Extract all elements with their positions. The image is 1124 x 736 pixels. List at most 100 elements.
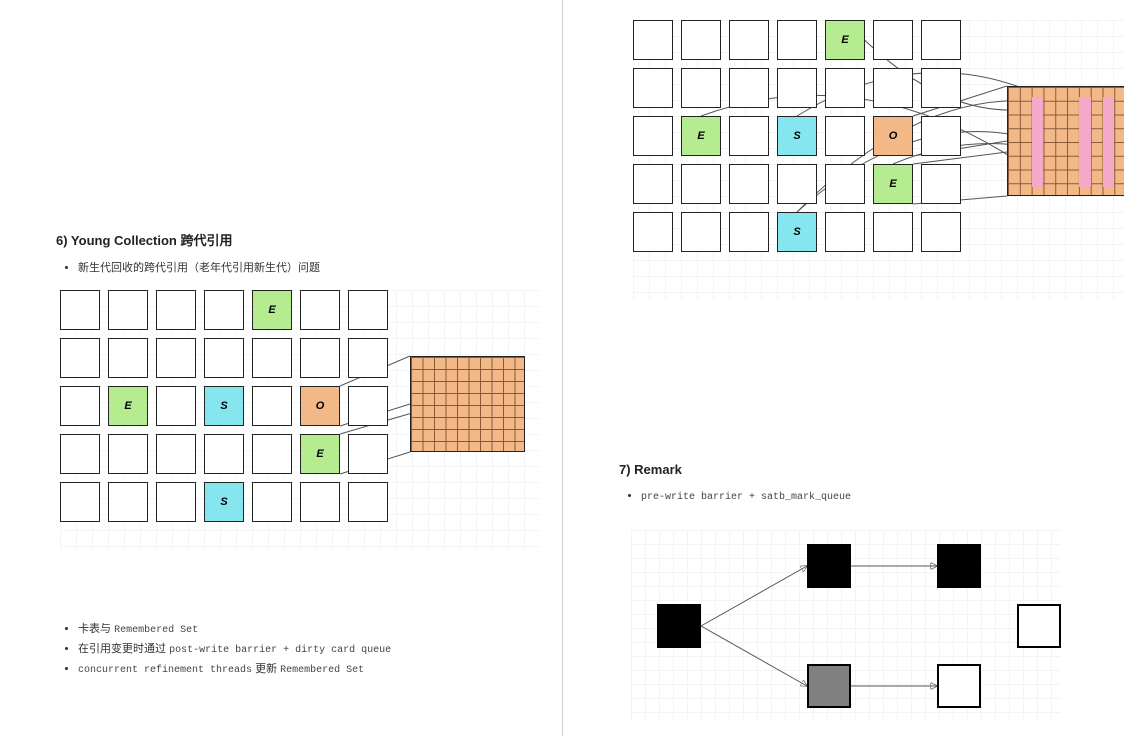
- heap-region-O: O: [873, 116, 913, 156]
- bullet-1-code: Remembered Set: [114, 625, 198, 636]
- heap-region: [873, 212, 913, 252]
- bullet-3-code1: concurrent refinement threads: [78, 665, 252, 676]
- object-graph: [631, 530, 1061, 720]
- heap-region: [300, 482, 340, 522]
- section-7-list: pre-write barrier + satb_mark_queue: [619, 487, 1099, 507]
- heap-region: [777, 68, 817, 108]
- heap-region: [681, 212, 721, 252]
- heap-region: [348, 338, 388, 378]
- bullet-1-pre: 卡表与: [78, 623, 114, 635]
- bullet-3: concurrent refinement threads 更新 Remembe…: [78, 660, 526, 680]
- heap-region-E: E: [825, 20, 865, 60]
- heap-region: [300, 338, 340, 378]
- graph-node-black: [937, 544, 981, 588]
- heap-diagram-right: EESOES: [633, 20, 1124, 300]
- heap-region: [348, 482, 388, 522]
- section-6-title: 6) Young Collection 跨代引用: [56, 230, 526, 249]
- heap-region-O: O: [300, 386, 340, 426]
- heap-region: [156, 386, 196, 426]
- heap-region: [252, 482, 292, 522]
- heap-region: [108, 338, 148, 378]
- heap-region: [252, 434, 292, 474]
- section-7-bullet-code: pre-write barrier + satb_mark_queue: [641, 492, 851, 503]
- section-7: 7) Remark pre-write barrier + satb_mark_…: [619, 462, 1099, 507]
- dirty-card: [1032, 97, 1044, 187]
- heap-region-E: E: [108, 386, 148, 426]
- section-6-intro-list: 新生代回收的跨代引用（老年代引用新生代）问题: [56, 259, 526, 279]
- heap-region: [729, 164, 769, 204]
- graph-node-white: [937, 664, 981, 708]
- heap-region: [204, 338, 244, 378]
- right-column: EESOES 7) Remark pre-write barrier + sat…: [563, 0, 1124, 736]
- graph-node-white: [1017, 604, 1061, 648]
- heap-region: [777, 164, 817, 204]
- heap-region-E: E: [300, 434, 340, 474]
- heap-region-S: S: [204, 482, 244, 522]
- heap-region: [156, 338, 196, 378]
- heap-region: [729, 212, 769, 252]
- heap-region: [921, 20, 961, 60]
- heap-region: [825, 68, 865, 108]
- heap-region: [873, 20, 913, 60]
- section-6-list: 卡表与 Remembered Set 在引用变更时通过 post-write b…: [56, 620, 526, 680]
- bullet-2-pre: 在引用变更时通过: [78, 643, 169, 655]
- heap-diagram-left: EESOES: [60, 290, 540, 550]
- heap-region: [156, 290, 196, 330]
- heap-region: [348, 434, 388, 474]
- graph-node-black: [807, 544, 851, 588]
- section-6: 6) Young Collection 跨代引用 新生代回收的跨代引用（老年代引…: [56, 230, 526, 279]
- heap-region-E: E: [252, 290, 292, 330]
- heap-region: [825, 116, 865, 156]
- heap-region: [633, 68, 673, 108]
- heap-region: [681, 164, 721, 204]
- heap-region: [108, 434, 148, 474]
- heap-region: [921, 212, 961, 252]
- heap-region: [348, 290, 388, 330]
- heap-region-S: S: [204, 386, 244, 426]
- heap-region: [873, 68, 913, 108]
- heap-region: [729, 116, 769, 156]
- card-table: [1007, 86, 1124, 196]
- heap-region-S: S: [777, 212, 817, 252]
- section-6-intro-bullet: 新生代回收的跨代引用（老年代引用新生代）问题: [78, 259, 526, 279]
- heap-region: [60, 386, 100, 426]
- heap-region: [729, 68, 769, 108]
- heap-region: [729, 20, 769, 60]
- card-table: [410, 356, 525, 452]
- heap-region: [300, 290, 340, 330]
- bullet-2-code: post-write barrier + dirty card queue: [169, 645, 391, 656]
- heap-region: [825, 164, 865, 204]
- heap-region: [681, 68, 721, 108]
- bullet-3-mid: 更新: [252, 663, 280, 675]
- heap-region: [633, 212, 673, 252]
- heap-region: [252, 338, 292, 378]
- heap-region: [204, 290, 244, 330]
- heap-region: [633, 164, 673, 204]
- heap-region: [60, 434, 100, 474]
- heap-region: [633, 20, 673, 60]
- heap-region: [921, 164, 961, 204]
- heap-region: [60, 290, 100, 330]
- heap-region: [204, 434, 244, 474]
- heap-region: [777, 20, 817, 60]
- heap-region: [252, 386, 292, 426]
- heap-region: [60, 338, 100, 378]
- bullet-1: 卡表与 Remembered Set: [78, 620, 526, 640]
- heap-region: [108, 290, 148, 330]
- heap-region: [60, 482, 100, 522]
- section-7-title: 7) Remark: [619, 462, 1099, 477]
- section-7-bullet: pre-write barrier + satb_mark_queue: [641, 487, 1099, 507]
- dirty-card: [1103, 97, 1115, 187]
- heap-region: [633, 116, 673, 156]
- bullet-2: 在引用变更时通过 post-write barrier + dirty card…: [78, 640, 526, 660]
- heap-region-E: E: [873, 164, 913, 204]
- heap-region: [156, 434, 196, 474]
- graph-node-black: [657, 604, 701, 648]
- heap-region: [156, 482, 196, 522]
- bullet-3-code2: Remembered Set: [280, 665, 364, 676]
- heap-region-S: S: [777, 116, 817, 156]
- dirty-card: [1079, 97, 1091, 187]
- heap-region: [681, 20, 721, 60]
- graph-node-gray: [807, 664, 851, 708]
- heap-region: [108, 482, 148, 522]
